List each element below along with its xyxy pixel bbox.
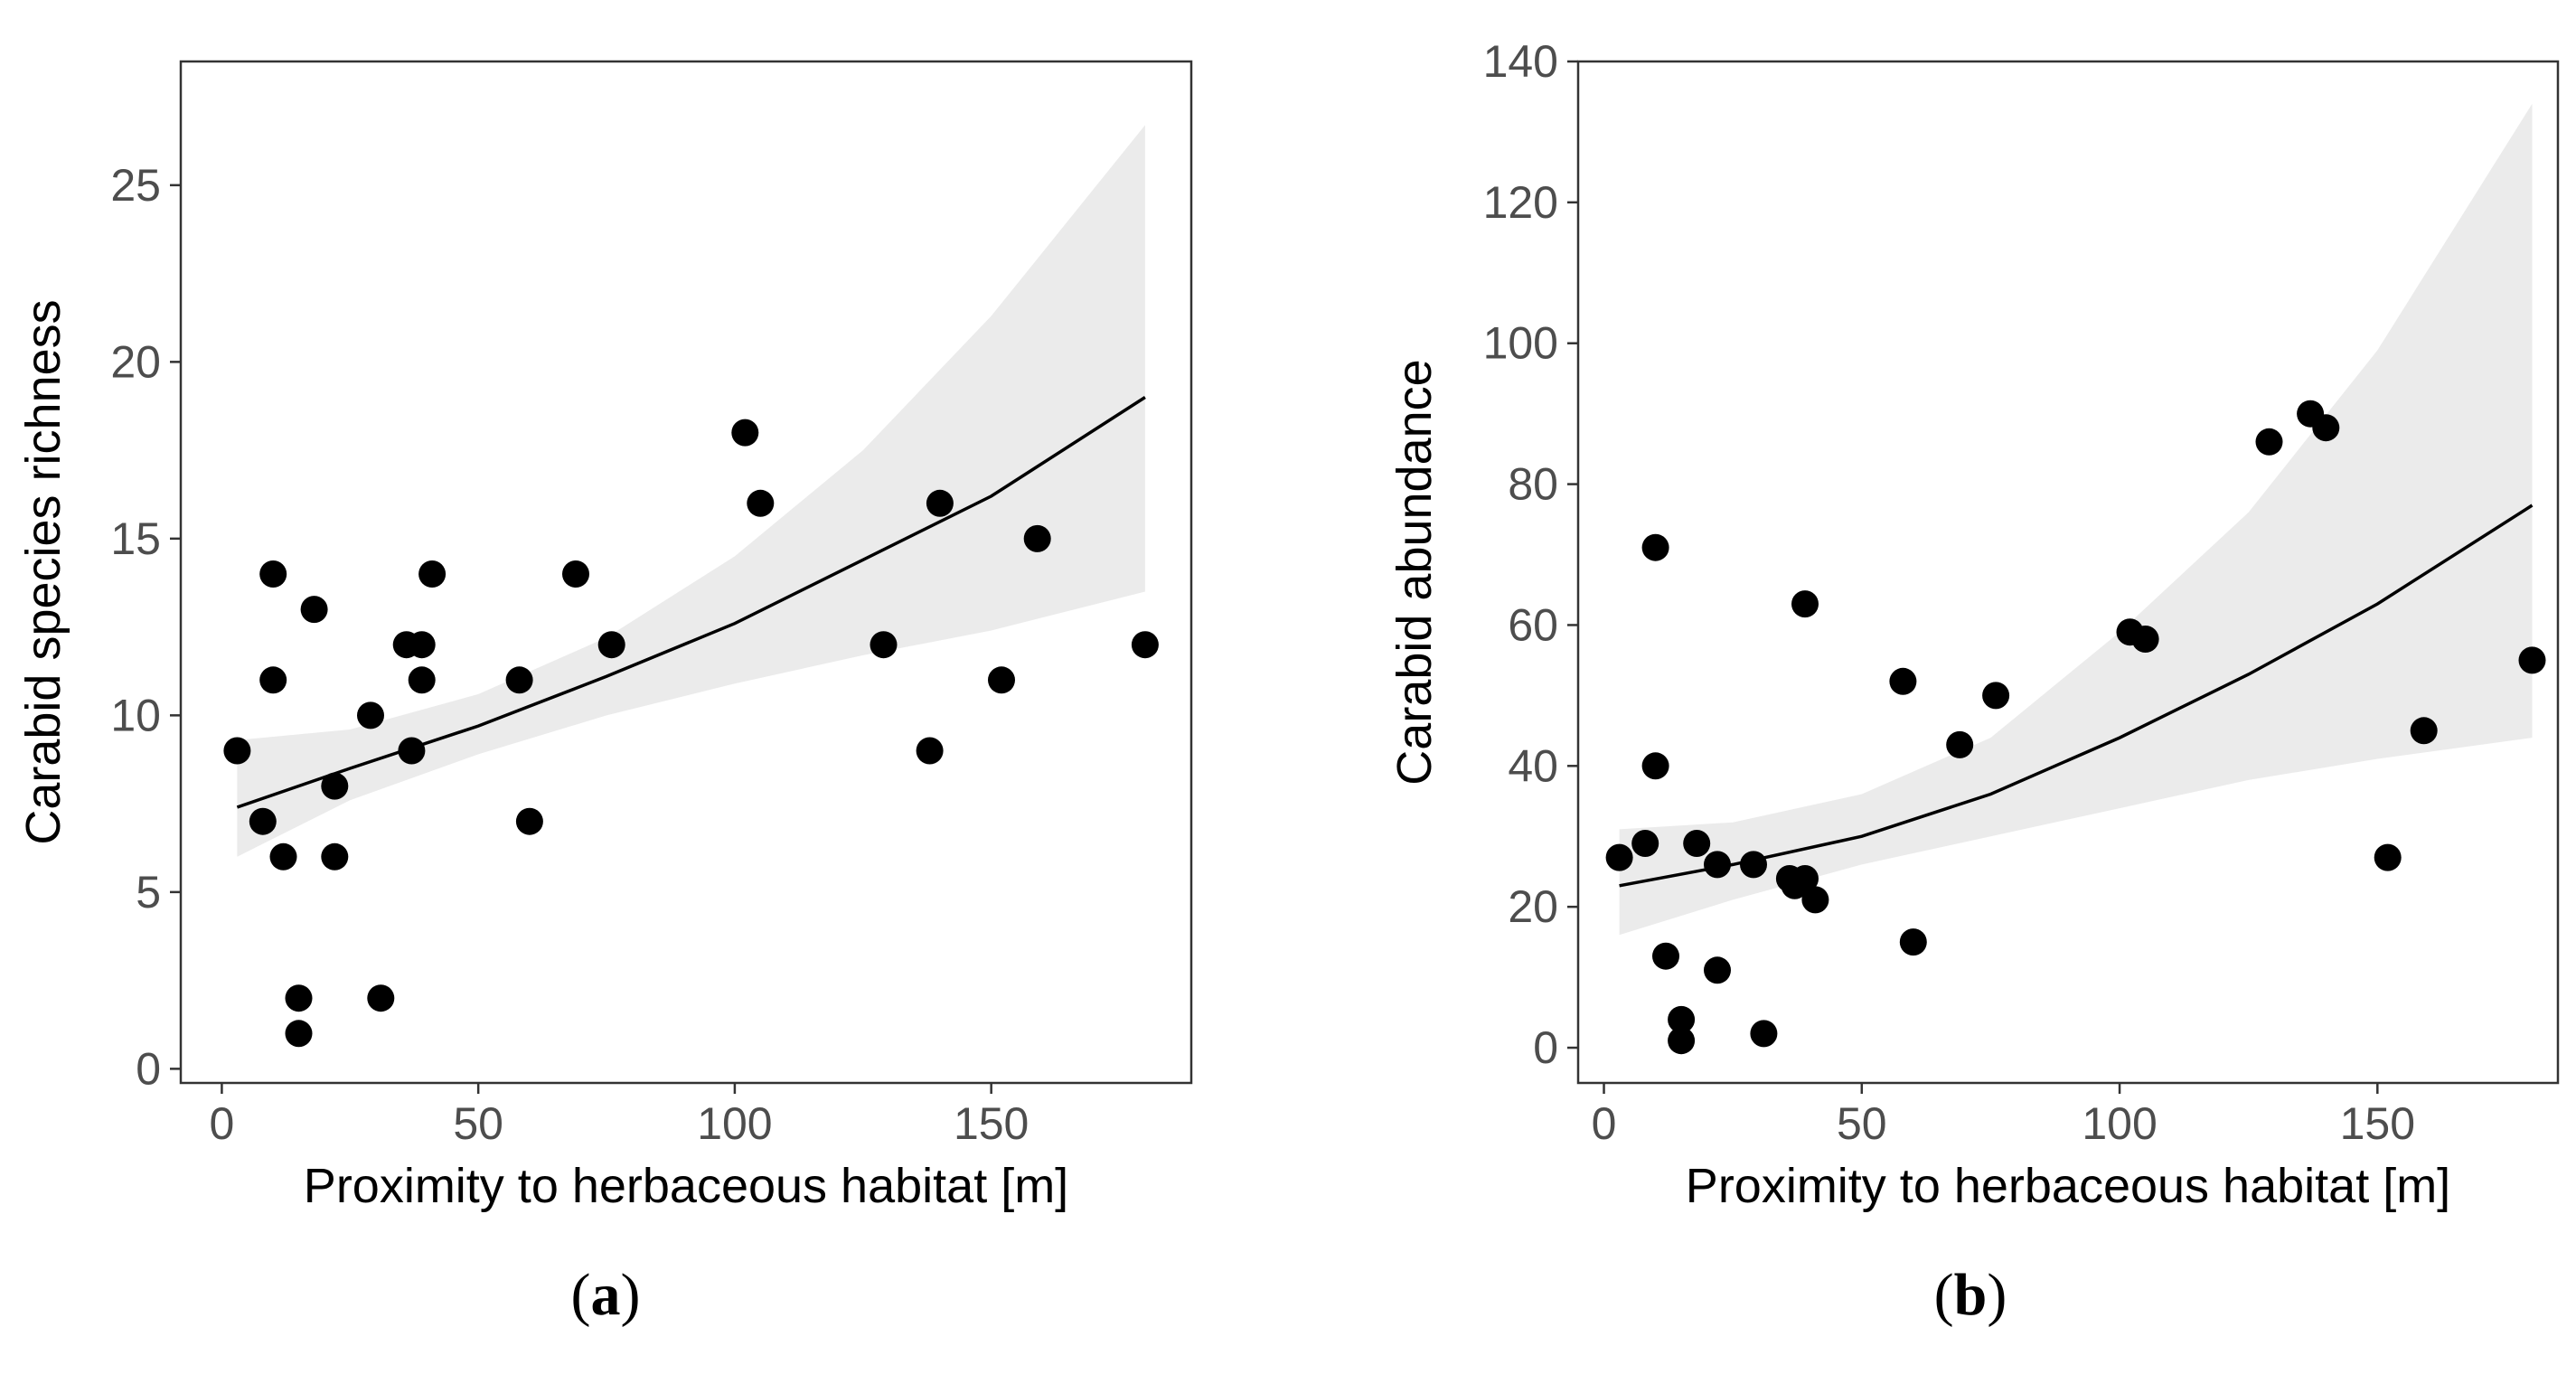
panel-b-data-point [1631,830,1659,857]
panel-a-data-point [357,701,384,729]
panel-b-data-point [1683,830,1711,857]
panel-a-y-tick-label: 5 [136,867,161,918]
panel-letter-a: a [590,1262,621,1328]
panel-a-y-tick-label: 25 [110,160,161,211]
panel-a-data-point [988,666,1015,694]
panel-b-y-axis-title: Carabid abundance [1387,359,1442,785]
panel-a-x-tick-label: 50 [453,1098,503,1149]
panel-b-data-point [2131,626,2159,653]
panel-b-x-tick-label: 100 [2082,1098,2157,1149]
panel-a-data-point [259,666,287,694]
panel-a-data-point [747,489,775,517]
panel-b-y-tick-label: 120 [1483,177,1558,228]
panel-a-x-tick-label: 100 [697,1098,772,1149]
panel-a-y-axis-title: Carabid species richness [16,299,71,844]
panel-b-y-tick-label: 140 [1483,36,1558,87]
panel-a-data-point [515,807,543,835]
panel-a-y-tick-label: 20 [110,336,161,387]
panel-a-data-point [1023,524,1051,552]
panel-b-x-tick-label: 150 [2340,1098,2415,1149]
panel-a-data-point [408,631,436,659]
panel-a-x-tick-label: 0 [209,1098,234,1149]
panel-b-data-point [2518,646,2546,674]
panel-a-data-point [870,631,898,659]
panel-b-data-point [1791,590,1819,618]
panel-b-data-point [1605,843,1633,871]
panel-b-data-point [2410,717,2438,745]
panel-a-x-axis-title: Proximity to herbaceous habitat [m] [304,1159,1068,1213]
panel-b-data-point [1668,1027,1696,1055]
panel-a-y-tick-label: 0 [136,1043,161,1094]
panel-a-data-point [731,419,759,447]
panel-b-data-point [2255,428,2283,456]
panel-b-data-point [1641,752,1669,780]
panel-b-y-tick-label: 20 [1508,881,1558,932]
panel-a-data-point [321,772,349,800]
panel-b-data-point [1668,1005,1696,1033]
panel-b-y-tick-label: 40 [1508,740,1558,791]
panel-a-data-point [597,631,625,659]
panel-b-x-tick-label: 50 [1837,1098,1887,1149]
chart-panel-b: 0 50 100 150 0 20 40 60 80 100 120 140 Proximity to … [1387,36,2560,1213]
panel-a-confidence-band [237,125,1145,857]
panel-b-data-point [1946,730,1974,758]
panel-b-data-point [1899,928,1927,956]
panel-a-data-point [285,1020,313,1048]
panel-b-data-point [1641,533,1669,561]
panel-b-data-point [2312,414,2340,442]
panel-a-data-point [223,737,251,765]
panel-a-data-point [916,737,944,765]
panel-b-data-point [2374,843,2402,871]
panel-a-data-point [300,596,328,624]
panel-b-y-tick-label: 0 [1533,1022,1558,1073]
panel-a-data-point [418,560,447,588]
panel-b-data-point [1750,1020,1778,1048]
panel-a-data-point [505,666,533,694]
panel-label-a: (a) [570,1262,641,1328]
panel-a-data-point [926,489,954,517]
chart-panel-a: 0 50 100 150 0 5 10 15 20 25 Proximity to herbaceo… [16,60,1193,1213]
panel-a-y-tick-label: 10 [110,690,161,740]
panel-letter-b: b [1953,1262,1988,1328]
panel-a-data-point [562,560,589,588]
panel-a-data-point [249,807,277,835]
panel-b-data-point [1889,667,1917,695]
panel-b-data-point [1704,851,1731,879]
panel-a-data-point [408,666,436,694]
panel-a-data-point [269,842,297,871]
panel-b-y-tick-label: 100 [1483,318,1558,369]
panel-b-x-axis-title: Proximity to herbaceous habitat [m] [1686,1159,2450,1213]
panel-a-data-point [367,984,395,1012]
panel-a-plot-border [179,60,1193,1085]
panel-a-data-point [398,737,426,765]
panel-a-fit-line [236,396,1146,809]
panel-b-y-tick-label: 80 [1508,459,1558,510]
panel-b-data-point [1791,865,1819,892]
panel-a-data-point [259,560,287,588]
panel-b-data-point [1704,956,1731,984]
panel-b-confidence-band [1619,103,2533,936]
panel-a-data-point [321,842,349,871]
panel-b-data-point [1652,942,1679,970]
panel-a-y-tick-label: 15 [110,513,161,564]
panel-label-b: (b) [1933,1262,2007,1328]
panel-b-y-tick-label: 60 [1508,599,1558,650]
panel-a-x-tick-label: 150 [954,1098,1029,1149]
panel-b-data-point [1801,886,1829,914]
panel-b-plot-border [1576,60,2560,1085]
panel-a-data-point [285,984,313,1012]
panel-b-data-point [1982,682,2010,710]
panel-b-data-point [1740,851,1767,879]
panel-a-data-point [1131,631,1159,659]
panel-b-x-tick-label: 0 [1592,1098,1617,1149]
